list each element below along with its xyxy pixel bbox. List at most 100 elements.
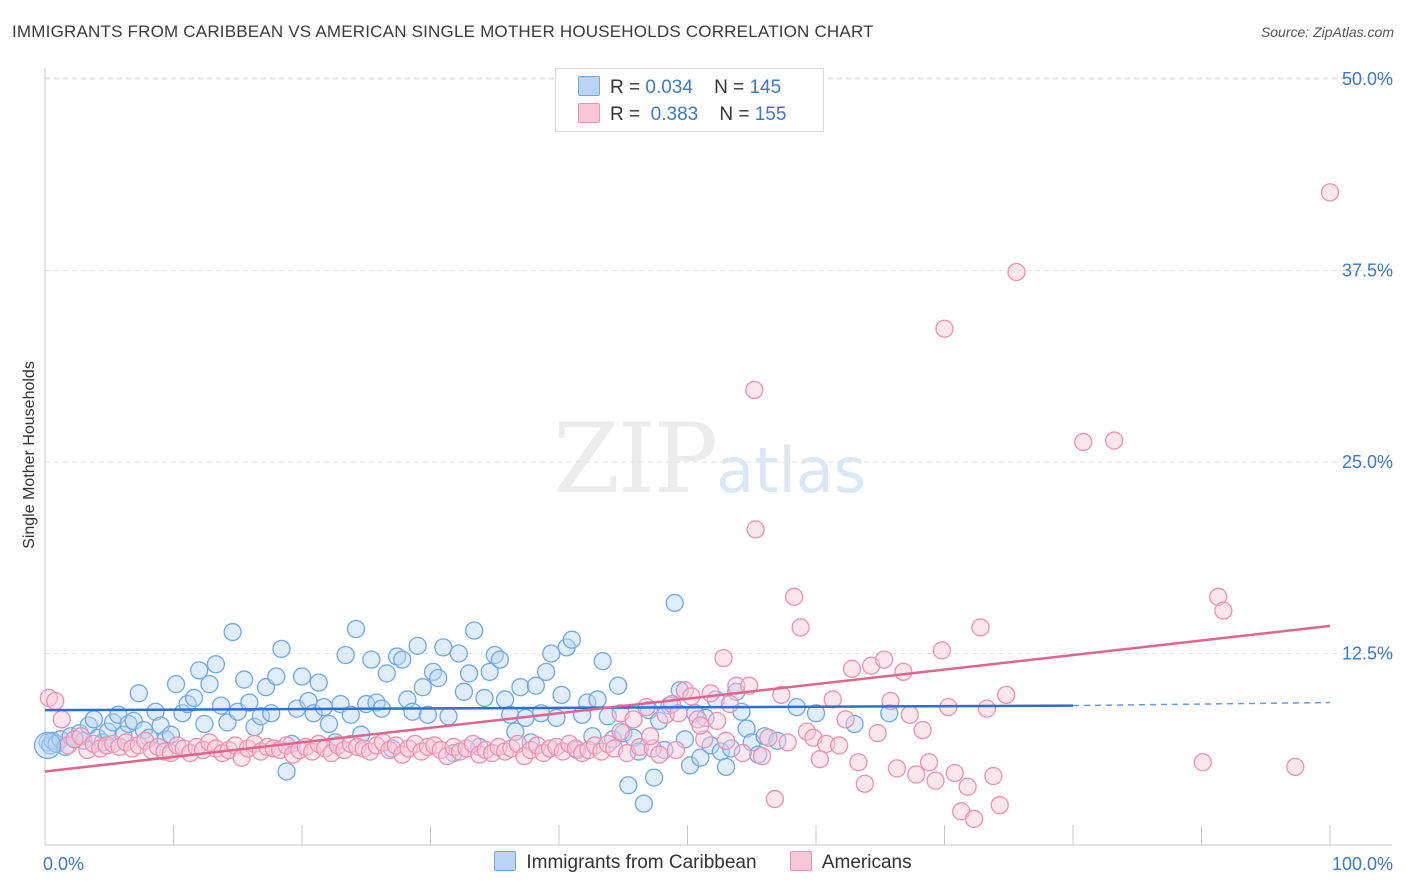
x-tick-label: 100.0% bbox=[1332, 854, 1393, 874]
americans-point bbox=[733, 743, 752, 763]
caribbean-point bbox=[475, 688, 494, 708]
americans-point bbox=[716, 731, 736, 750]
americans-point bbox=[778, 733, 797, 752]
americans-point bbox=[669, 704, 688, 723]
caribbean-point bbox=[680, 756, 700, 775]
caribbean-point bbox=[480, 662, 499, 682]
caribbean-point bbox=[319, 714, 339, 734]
y-tick-label: 37.5% bbox=[1342, 261, 1393, 281]
caribbean-point bbox=[151, 716, 170, 735]
americans-point bbox=[720, 694, 740, 714]
caribbean-point bbox=[495, 690, 515, 709]
y-tick-label: 50.0% bbox=[1342, 69, 1393, 89]
caribbean-trend-line bbox=[44, 704, 1074, 712]
caribbean-point bbox=[184, 688, 204, 708]
americans-point bbox=[971, 618, 990, 637]
caribbean-point bbox=[277, 762, 296, 781]
series-legend-caribbean[interactable]: Immigrants from Caribbean bbox=[494, 851, 757, 874]
caribbean-point bbox=[403, 702, 422, 721]
legend-r-value: 0.383 bbox=[650, 104, 699, 125]
caribbean-point bbox=[454, 682, 474, 701]
caribbean-point bbox=[200, 674, 219, 694]
americans-point bbox=[958, 777, 977, 796]
caribbean-point bbox=[251, 707, 271, 726]
americans-point bbox=[52, 710, 71, 729]
caribbean-point bbox=[413, 678, 432, 697]
americans-point bbox=[785, 587, 804, 606]
americans-point bbox=[691, 716, 710, 735]
caribbean-point bbox=[146, 702, 165, 721]
caribbean-point bbox=[542, 644, 561, 663]
x-tick-label: 0.0% bbox=[43, 854, 84, 874]
caribbean-point bbox=[161, 725, 181, 744]
caribbean-point bbox=[336, 645, 355, 665]
americans-point bbox=[926, 771, 945, 790]
caribbean-point bbox=[262, 704, 281, 723]
caribbean-point bbox=[309, 673, 328, 692]
americans-point bbox=[829, 736, 849, 755]
zipatlas-watermark: ZIPatlas bbox=[553, 403, 866, 515]
caribbean-point bbox=[346, 619, 366, 639]
caribbean-point-large bbox=[33, 731, 62, 760]
caribbean-point bbox=[465, 621, 484, 640]
caribbean-point bbox=[806, 704, 826, 723]
caribbean-point bbox=[434, 638, 453, 657]
caribbean-point bbox=[537, 662, 556, 682]
americans-point bbox=[1214, 601, 1233, 620]
americans-point bbox=[900, 705, 919, 724]
americans-point bbox=[874, 650, 894, 669]
americans-point bbox=[695, 730, 714, 749]
americans-point bbox=[701, 684, 720, 703]
americans-point bbox=[611, 722, 630, 741]
watermark-atlas: atlas bbox=[716, 434, 867, 507]
caribbean-point bbox=[644, 768, 664, 787]
caribbean-point bbox=[526, 676, 546, 695]
americans-point bbox=[641, 727, 660, 746]
source-label: Source: ZipAtlas.com bbox=[1260, 24, 1394, 40]
caribbean-point bbox=[552, 685, 571, 705]
americans-point bbox=[759, 728, 778, 747]
americans-trend-line bbox=[44, 624, 1331, 773]
caribbean-point bbox=[206, 655, 226, 674]
americans-point bbox=[990, 796, 1009, 815]
americans-point bbox=[1104, 431, 1124, 450]
americans-point bbox=[1074, 432, 1093, 452]
caribbean-point bbox=[845, 714, 864, 734]
americans-point bbox=[791, 618, 810, 637]
legend-r-label: R = bbox=[610, 104, 641, 125]
caribbean-point bbox=[195, 714, 214, 734]
americans-point bbox=[746, 520, 765, 539]
series-legend-americans[interactable]: Americans bbox=[789, 851, 912, 874]
caribbean-point bbox=[716, 757, 736, 777]
americans-point bbox=[666, 740, 686, 760]
americans-point bbox=[1193, 753, 1212, 772]
caribbean-point bbox=[588, 690, 607, 709]
legend-row-americans: R = 0.383 N = 155 bbox=[578, 103, 786, 127]
series-swatch-pink bbox=[789, 851, 812, 871]
americans-point bbox=[46, 691, 65, 711]
americans-point bbox=[1209, 587, 1228, 606]
americans-point bbox=[1286, 757, 1305, 777]
americans-point bbox=[935, 319, 954, 338]
americans-point bbox=[745, 380, 764, 400]
legend-n-label: N = bbox=[714, 77, 745, 98]
americans-point bbox=[932, 641, 952, 660]
americans-point bbox=[945, 763, 964, 783]
caribbean-point bbox=[608, 676, 628, 695]
americans-point bbox=[913, 720, 932, 740]
americans-point bbox=[823, 690, 842, 709]
caribbean-point bbox=[490, 650, 510, 669]
legend-n-value: 155 bbox=[754, 104, 787, 125]
legend-row-caribbean: R = 0.034 N = 145 bbox=[578, 76, 781, 100]
series-legend-label: Americans bbox=[821, 852, 912, 873]
americans-point bbox=[997, 685, 1016, 705]
series-swatch-blue bbox=[494, 851, 517, 871]
series-legend: Immigrants from Caribbean Americans bbox=[0, 851, 1406, 874]
americans-point bbox=[964, 809, 984, 829]
caribbean-point bbox=[124, 711, 143, 731]
caribbean-point bbox=[562, 630, 581, 649]
americans-point bbox=[1007, 262, 1026, 282]
series-legend-label: Immigrants from Caribbean bbox=[526, 852, 757, 873]
caribbean-point bbox=[691, 748, 710, 767]
caribbean-point bbox=[314, 697, 333, 717]
